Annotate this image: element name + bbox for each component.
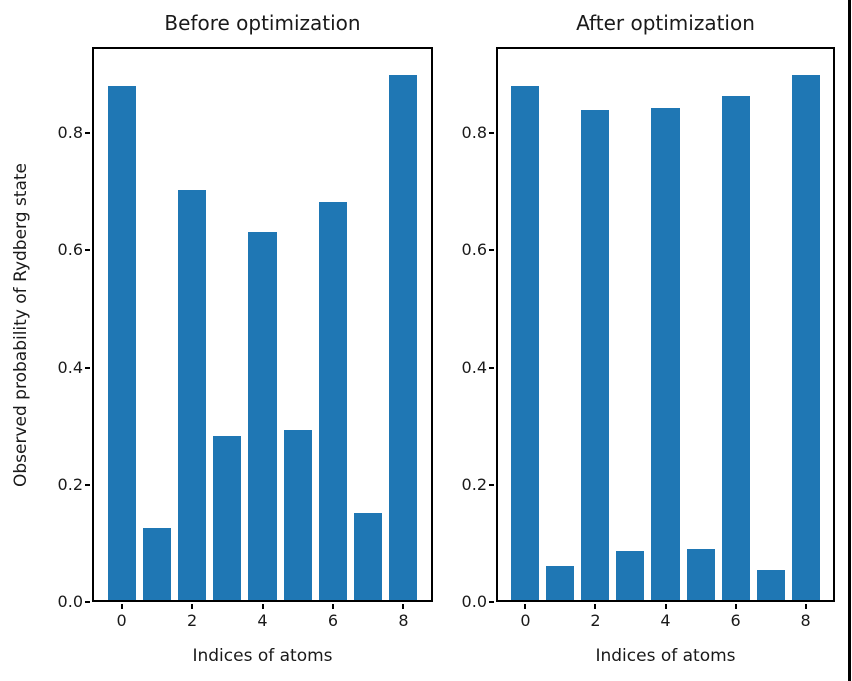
x-tick-label: 2 <box>590 611 601 630</box>
bar-atom-6 <box>721 96 750 602</box>
bar-atom-7 <box>354 512 383 602</box>
y-tick-label: 0.6 <box>57 240 83 260</box>
y-tick-label: 0.2 <box>57 474 83 494</box>
x-tick-label: 8 <box>398 611 409 630</box>
y-tick-label: 0.8 <box>461 123 487 143</box>
x-axis-label-after: Indices of atoms <box>595 646 736 666</box>
bar-atom-2 <box>177 190 207 602</box>
bar-atom-8 <box>389 75 418 602</box>
y-tick-mark <box>85 132 90 135</box>
y-tick-mark <box>489 601 494 603</box>
y-tick-mark <box>85 249 90 252</box>
x-tick-label: 0 <box>116 611 127 630</box>
x-tick-mark <box>734 604 737 609</box>
bar-atom-7 <box>756 569 785 602</box>
bar-atom-4 <box>651 107 680 602</box>
y-tick-mark <box>489 132 494 135</box>
x-tick-label: 4 <box>257 611 268 630</box>
y-tick-label: 0.0 <box>461 592 487 611</box>
bar-atom-2 <box>581 109 610 602</box>
x-tick-mark <box>331 604 334 609</box>
y-tick-mark <box>85 601 90 603</box>
bar-atom-4 <box>248 232 277 602</box>
bar-atom-0 <box>107 85 136 602</box>
bar-atom-1 <box>142 528 171 602</box>
bar-atom-1 <box>546 566 575 602</box>
bar-atom-3 <box>616 551 645 602</box>
x-tick-mark <box>594 604 597 609</box>
y-tick-mark <box>489 366 494 369</box>
y-tick-mark <box>489 483 494 486</box>
x-tick-mark <box>804 604 807 609</box>
x-tick-mark <box>261 604 264 609</box>
y-tick-label: 0.2 <box>461 474 487 494</box>
x-tick-mark <box>120 604 123 609</box>
y-tick-label: 0.6 <box>461 240 487 260</box>
x-tick-mark <box>664 604 667 609</box>
y-tick-label: 0.4 <box>57 357 83 377</box>
y-tick-mark <box>489 249 494 252</box>
x-tick-label: 8 <box>800 611 811 630</box>
chart-title-before: Before optimization <box>164 11 361 35</box>
plot-area-after <box>489 47 835 609</box>
bar-atom-3 <box>213 436 242 602</box>
bar-atom-5 <box>686 549 715 602</box>
x-tick-label: 4 <box>660 611 671 630</box>
x-tick-mark <box>191 604 194 609</box>
y-axis-label: Observed probability of Rydberg state <box>6 47 36 602</box>
y-tick-label: 0.4 <box>461 357 487 377</box>
bar-atom-8 <box>791 75 820 602</box>
x-axis-label-before: Indices of atoms <box>192 646 333 666</box>
bar-atom-5 <box>283 429 312 602</box>
x-tick-mark <box>524 604 527 609</box>
window-edge-line <box>848 0 851 681</box>
x-tick-label: 0 <box>520 611 531 630</box>
y-tick-mark <box>85 483 90 486</box>
plot-area-before <box>85 47 433 609</box>
x-tick-label: 6 <box>730 611 741 630</box>
bar-atom-6 <box>318 201 348 602</box>
y-tick-label: 0.0 <box>57 592 83 611</box>
x-tick-label: 2 <box>186 611 198 630</box>
x-tick-label: 6 <box>327 611 339 630</box>
bar-atom-0 <box>511 85 540 602</box>
chart-title-after: After optimization <box>576 11 755 35</box>
y-axis-label-text: Observed probability of Rydberg state <box>11 162 31 487</box>
x-tick-mark <box>402 604 405 609</box>
y-tick-label: 0.8 <box>57 123 83 143</box>
y-tick-mark <box>85 366 90 369</box>
